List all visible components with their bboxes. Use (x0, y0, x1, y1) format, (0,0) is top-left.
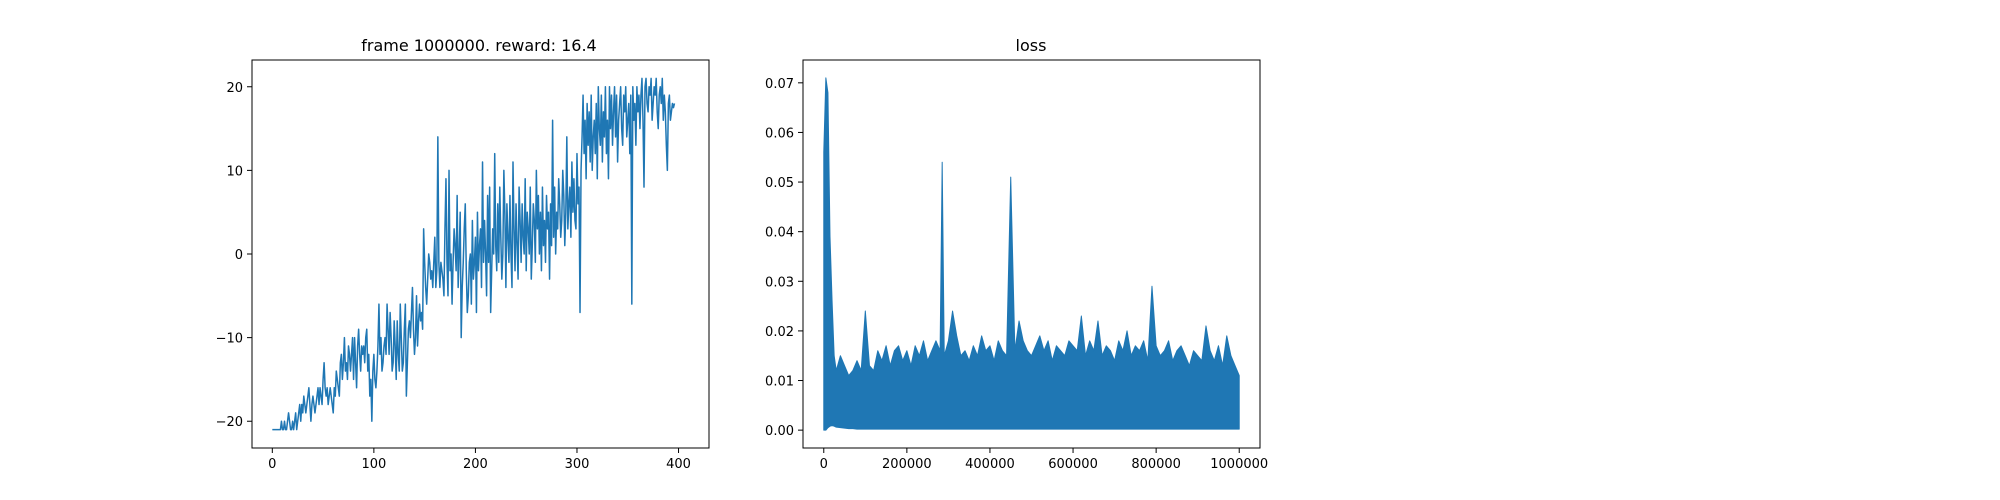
reward-y-tick-label: 20 (226, 81, 243, 96)
reward-y-tick-label: 10 (226, 164, 243, 179)
loss-x-tick-label: 400000 (965, 457, 1015, 472)
reward-chart-panel: frame 1000000. reward: 16.4 0 100 200 300 40… (216, 36, 710, 472)
reward-x-axis: 0 100 200 300 400 (268, 448, 691, 472)
loss-y-tick-label: 0.03 (765, 275, 794, 290)
reward-x-tick-label: 100 (361, 457, 386, 472)
loss-x-tick-label: 1000000 (1210, 457, 1268, 472)
loss-y-tick-label: 0.01 (765, 375, 794, 390)
loss-x-axis: 0 200000 400000 600000 800000 1000000 (820, 448, 1268, 472)
loss-x-tick-label: 600000 (1048, 457, 1098, 472)
loss-y-axis: 0.00 0.01 0.02 0.03 0.04 0.05 0.06 0.07 (765, 77, 803, 439)
reward-x-tick-label: 0 (268, 457, 276, 472)
reward-x-tick-label: 400 (666, 457, 691, 472)
reward-series-line (272, 77, 676, 431)
loss-y-tick-label: 0.07 (765, 77, 794, 92)
reward-y-tick-label: 0 (235, 248, 243, 263)
reward-y-tick-label: −10 (216, 332, 243, 347)
loss-y-tick-label: 0.06 (765, 126, 794, 141)
reward-chart-title: frame 1000000. reward: 16.4 (361, 36, 596, 55)
reward-plot-frame (251, 59, 710, 449)
loss-series-area (823, 77, 1240, 431)
loss-chart-title: loss (1016, 36, 1047, 55)
reward-y-tick-label: −20 (216, 415, 243, 430)
loss-y-tick-label: 0.04 (765, 226, 794, 241)
loss-y-tick-label: 0.05 (765, 176, 794, 191)
loss-x-tick-label: 800000 (1131, 457, 1181, 472)
loss-y-tick-label: 0.00 (765, 424, 794, 439)
loss-x-tick-label: 0 (820, 457, 828, 472)
reward-y-axis: −20 −10 0 10 20 (216, 81, 252, 430)
loss-x-tick-label: 200000 (882, 457, 932, 472)
loss-y-tick-label: 0.02 (765, 325, 794, 340)
reward-x-tick-label: 200 (463, 457, 488, 472)
loss-chart-panel: loss 0 200000 400000 600000 800000 1000000 0.… (765, 36, 1268, 472)
reward-x-tick-label: 300 (565, 457, 590, 472)
loss-plot-frame (802, 59, 1261, 449)
